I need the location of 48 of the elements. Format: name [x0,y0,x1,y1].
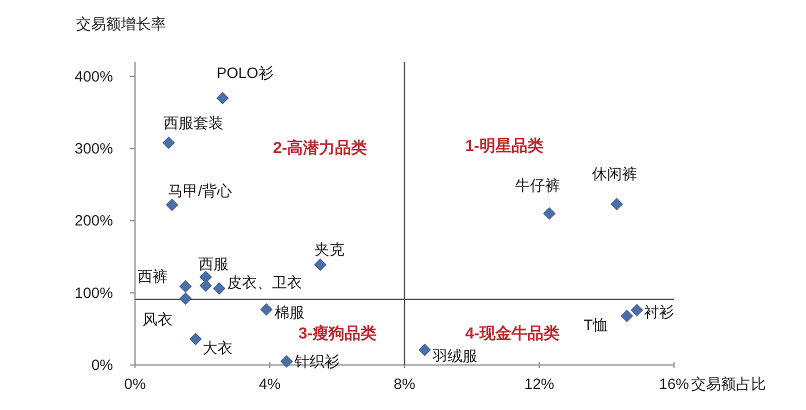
point [418,344,431,356]
point [213,282,226,295]
annotation: T恤 [584,316,608,334]
annotation: 西服 [198,256,229,273]
point [179,280,192,292]
y-tick-label: 400% [74,68,113,86]
x-tick-label: 16% [658,376,690,393]
point [179,292,192,305]
annotation: 衬衫 [644,304,674,322]
annotation: 棉服 [274,304,304,322]
x-tick-label: 0% [124,376,146,393]
y-tick-label: 100% [74,284,113,302]
annotation: 羽绒服 [432,348,478,365]
annotation: 1-明星品类 [465,137,544,156]
point [543,207,556,220]
point [216,92,229,104]
point [314,258,326,271]
point [280,355,293,368]
point [190,332,202,346]
y-tick-label: 200% [74,212,113,230]
x-tick-label: 8% [394,376,416,393]
annotation: 西服套装 [164,114,224,132]
x-tick-label: 12% [524,376,554,393]
point [166,198,178,211]
point [162,136,175,149]
annotation: 4-现金牛品类 [465,324,560,343]
point [200,280,212,292]
annotation: 牛仔裤 [514,178,560,194]
annotation: 休闲裤 [592,166,638,184]
x-axis-title: 交易额占比 [691,376,766,393]
annotation: 夹克 [314,242,344,259]
y-tick-label: 300% [74,140,113,158]
annotation: 针织衫 [294,353,340,370]
point [610,198,623,210]
annotation: 3-瘦狗品类 [298,324,377,343]
point [260,303,272,316]
annotation: 皮衣、卫衣 [227,274,302,292]
point [620,310,633,322]
annotation: POLO衫 [216,65,274,82]
x-tick-label: 4% [258,376,281,393]
point [630,304,644,316]
y-tick-label: 0% [91,357,113,374]
annotation: 2-高潜力品类 [272,138,368,157]
annotation: 大衣 [202,340,233,358]
y-axis-title: 交易额增长率 [76,16,166,33]
annotation: 风衣 [142,312,173,329]
annotation: 马甲/背心 [168,182,232,200]
annotation: 西裤 [138,268,168,286]
